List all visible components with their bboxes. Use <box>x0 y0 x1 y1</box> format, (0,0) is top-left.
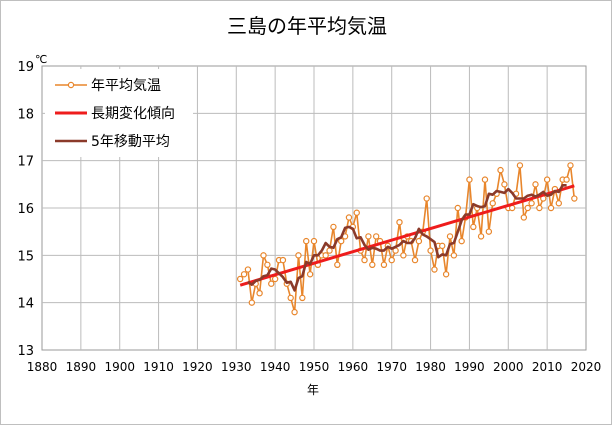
series-annual-point <box>567 162 574 169</box>
x-tick-label: 2010 <box>532 360 563 374</box>
series-annual-point <box>380 261 388 268</box>
series-annual-point <box>415 237 423 245</box>
series-annual-point <box>240 271 248 278</box>
series-annual-point <box>485 228 493 235</box>
series-annual-point <box>563 176 570 183</box>
series-annual-point <box>458 237 465 245</box>
y-tick-label: 19 <box>17 60 34 75</box>
series-annual-point <box>353 209 360 216</box>
series-annual-point <box>571 195 578 202</box>
y-tick-label: 13 <box>17 344 34 359</box>
grid <box>41 65 587 351</box>
series-annual-point <box>481 176 489 183</box>
x-tick-label: 1930 <box>221 360 252 374</box>
series-annual-point <box>532 181 539 188</box>
series-annual-point <box>244 266 252 273</box>
series-annual-point <box>501 181 508 188</box>
x-tick-label: 1950 <box>299 360 330 374</box>
y-tick-label: 15 <box>17 249 34 264</box>
x-tick-label: 1910 <box>143 360 174 374</box>
series-layer <box>236 162 578 316</box>
series-annual-point <box>477 233 485 240</box>
series-annual-point <box>334 261 341 268</box>
series-annual-point <box>528 200 535 207</box>
series-annual-point <box>427 247 434 254</box>
series-annual-point <box>279 256 287 264</box>
series-annual-point <box>489 200 496 207</box>
series-annual-point <box>330 223 337 231</box>
legend-label-trend: 長期変化傾向 <box>91 105 175 122</box>
x-tick-label: 1990 <box>454 360 485 374</box>
series-annual-point <box>299 294 306 302</box>
series-annual-point <box>536 204 543 212</box>
series-annual-point <box>547 204 555 212</box>
series-annual-point <box>345 214 353 221</box>
legend-marker-annual <box>67 81 75 89</box>
x-tick-label: 1900 <box>104 360 135 374</box>
chart-title: 三島の年平均気温 <box>227 14 387 38</box>
series-annual-point <box>268 280 275 287</box>
x-tick-label: 1980 <box>415 360 446 374</box>
series-annual-point <box>365 233 372 240</box>
series-annual-point <box>256 290 263 297</box>
x-tick-label: 2000 <box>493 360 524 374</box>
series-annual-point <box>497 166 504 174</box>
series-annual-point <box>446 233 454 240</box>
series-annual-point <box>310 237 318 245</box>
y-tick-label: 16 <box>17 202 34 217</box>
series-annual-point <box>431 266 438 273</box>
series-trend-line <box>239 184 575 287</box>
series-annual-point <box>287 294 294 302</box>
y-tick-label: 18 <box>17 107 34 122</box>
series-annual-point <box>543 176 551 183</box>
legend-label-annual: 年平均気温 <box>91 78 161 94</box>
series-annual-point <box>369 261 376 268</box>
series-annual-point <box>303 237 310 245</box>
series-annual-point <box>400 252 407 259</box>
x-tick-label: 1940 <box>260 360 291 374</box>
series-annual-point <box>470 223 477 231</box>
y-axis-unit: ℃ <box>35 53 47 66</box>
series-annual-point <box>372 233 380 240</box>
series-annual-point <box>466 176 473 183</box>
series-annual-point <box>439 242 446 250</box>
legend-label-moving-average: 5年移動平均 <box>91 134 170 150</box>
series-annual-point <box>264 261 271 268</box>
series-annual-point <box>516 162 524 169</box>
series-annual-point <box>388 256 395 264</box>
x-tick-label: 1920 <box>182 360 213 374</box>
series-annual-point <box>326 247 333 254</box>
series-annual-point <box>396 218 403 226</box>
series-annual-point <box>322 252 329 259</box>
axes: 1880 1890 1900 1910 1920 1930 1940 1950 1960 1970… <box>17 60 601 374</box>
series-annual-point <box>248 299 256 306</box>
series-annual-point <box>520 214 528 221</box>
series-annual-point <box>271 275 279 283</box>
x-tick-label: 1890 <box>66 360 97 374</box>
series-annual-point <box>411 256 419 264</box>
series-annual-point <box>524 204 531 212</box>
x-tick-label: 1970 <box>376 360 407 374</box>
series-annual-point <box>295 252 302 259</box>
series-annual-point <box>236 275 244 283</box>
x-tick-label: 2020 <box>571 360 602 374</box>
series-annual-point <box>454 204 461 212</box>
series-annual-point <box>423 195 430 202</box>
series-moving-average-line <box>247 184 567 292</box>
x-axis-label: 年 <box>307 383 319 397</box>
y-tick-label: 14 <box>17 297 34 312</box>
y-tick-label: 17 <box>17 155 34 170</box>
x-tick-label: 1880 <box>27 360 58 374</box>
x-tick-label: 1960 <box>338 360 369 374</box>
series-annual-point <box>450 252 458 259</box>
series-annual-point <box>291 308 298 316</box>
series-annual-point <box>306 271 314 278</box>
series-annual-point <box>260 252 267 259</box>
series-annual-point <box>442 271 450 278</box>
series-annual-point <box>555 200 563 207</box>
series-annual-point <box>361 256 368 264</box>
